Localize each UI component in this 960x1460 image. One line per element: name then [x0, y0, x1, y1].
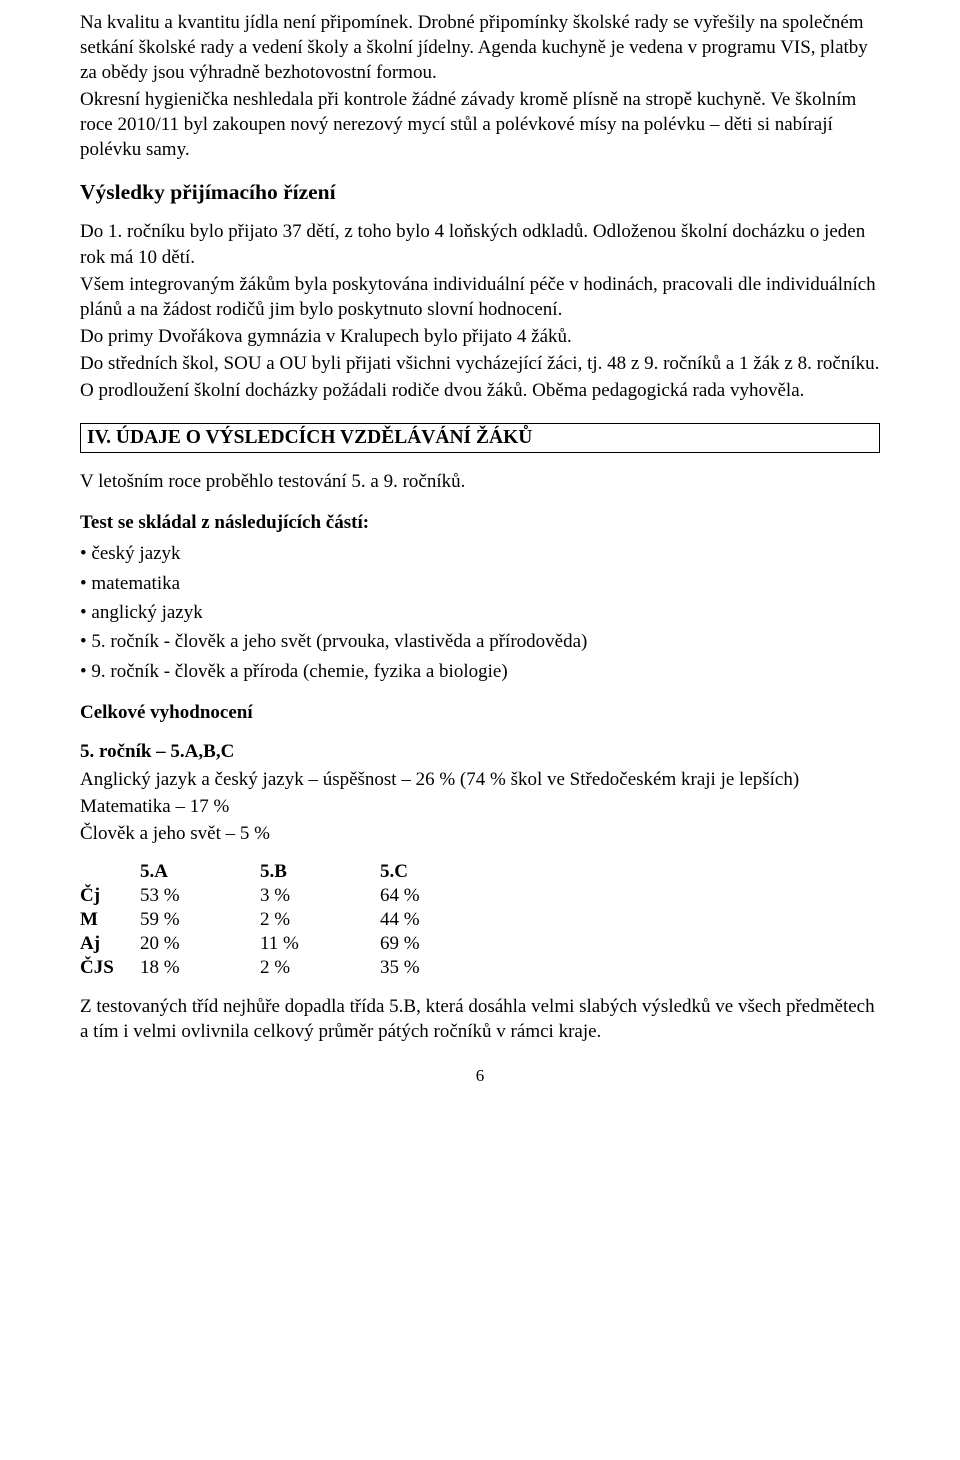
intro-block: Na kvalitu a kvantitu jídla není připomí…	[80, 10, 880, 162]
overall-eval-heading: Celkové vyhodnocení	[80, 700, 880, 725]
grade5-line2: Matematika – 17 %	[80, 794, 880, 819]
section-iv-intro: V letošním roce proběhlo testování 5. a …	[80, 469, 880, 494]
cell-value: 69 %	[380, 932, 480, 956]
test-parts-label: Test se skládal z následujících částí:	[80, 510, 880, 535]
table-row: Aj 20 % 11 % 69 %	[80, 932, 480, 956]
cell-value: 53 %	[140, 884, 260, 908]
page-number: 6	[80, 1066, 880, 1086]
cell-value: 2 %	[260, 908, 380, 932]
section-iv-heading-box: IV. ÚDAJE O VÝSLEDCÍCH VZDĚLÁVÁNÍ ŽÁKŮ	[80, 423, 880, 453]
cell-value: 3 %	[260, 884, 380, 908]
table-row: ČJS 18 % 2 % 35 %	[80, 956, 480, 980]
intro-paragraph-2: Okresní hygienička neshledala při kontro…	[80, 87, 880, 162]
document-page: Na kvalitu a kvantitu jídla není připomí…	[0, 0, 960, 1460]
admissions-p1: Do 1. ročníku bylo přijato 37 dětí, z to…	[80, 219, 880, 269]
grade5-heading: 5. ročník – 5.A,B,C	[80, 739, 880, 764]
admissions-p5: O prodloužení školní docházky požádali r…	[80, 378, 880, 403]
section-iv-closing: Z testovaných tříd nejhůře dopadla třída…	[80, 994, 880, 1044]
test-parts-list: český jazyk matematika anglický jazyk 5.…	[80, 539, 880, 686]
grade5-line1: Anglický jazyk a český jazyk – úspěšnost…	[80, 767, 880, 792]
cell-value: 20 %	[140, 932, 260, 956]
test-part-item: 5. ročník - člověk a jeho svět (prvouka,…	[80, 627, 880, 656]
cell-value: 18 %	[140, 956, 260, 980]
intro-paragraph-1: Na kvalitu a kvantitu jídla není připomí…	[80, 10, 880, 85]
admissions-p4: Do středních škol, SOU a OU byli přijati…	[80, 351, 880, 376]
table-header-5b: 5.B	[260, 860, 380, 884]
row-label: ČJS	[80, 956, 140, 980]
row-label: Aj	[80, 932, 140, 956]
grade5-results-table: 5.A 5.B 5.C Čj 53 % 3 % 64 % M 59 % 2 % …	[80, 860, 480, 980]
table-header-5a: 5.A	[140, 860, 260, 884]
grade5-line3: Člověk a jeho svět – 5 %	[80, 821, 880, 846]
test-part-item: anglický jazyk	[80, 598, 880, 627]
test-part-item: matematika	[80, 569, 880, 598]
cell-value: 44 %	[380, 908, 480, 932]
cell-value: 2 %	[260, 956, 380, 980]
admissions-p2: Všem integrovaným žákům byla poskytována…	[80, 272, 880, 322]
test-part-item: český jazyk	[80, 539, 880, 568]
admissions-block: Do 1. ročníku bylo přijato 37 dětí, z to…	[80, 219, 880, 403]
admissions-p3: Do primy Dvořákova gymnázia v Kralupech …	[80, 324, 880, 349]
table-header-row: 5.A 5.B 5.C	[80, 860, 480, 884]
table-header-blank	[80, 860, 140, 884]
test-part-item: 9. ročník - člověk a příroda (chemie, fy…	[80, 657, 880, 686]
cell-value: 59 %	[140, 908, 260, 932]
cell-value: 64 %	[380, 884, 480, 908]
row-label: Čj	[80, 884, 140, 908]
cell-value: 35 %	[380, 956, 480, 980]
table-row: M 59 % 2 % 44 %	[80, 908, 480, 932]
table-row: Čj 53 % 3 % 64 %	[80, 884, 480, 908]
row-label: M	[80, 908, 140, 932]
table-header-5c: 5.C	[380, 860, 480, 884]
cell-value: 11 %	[260, 932, 380, 956]
admissions-heading: Výsledky přijímacího řízení	[80, 180, 880, 205]
